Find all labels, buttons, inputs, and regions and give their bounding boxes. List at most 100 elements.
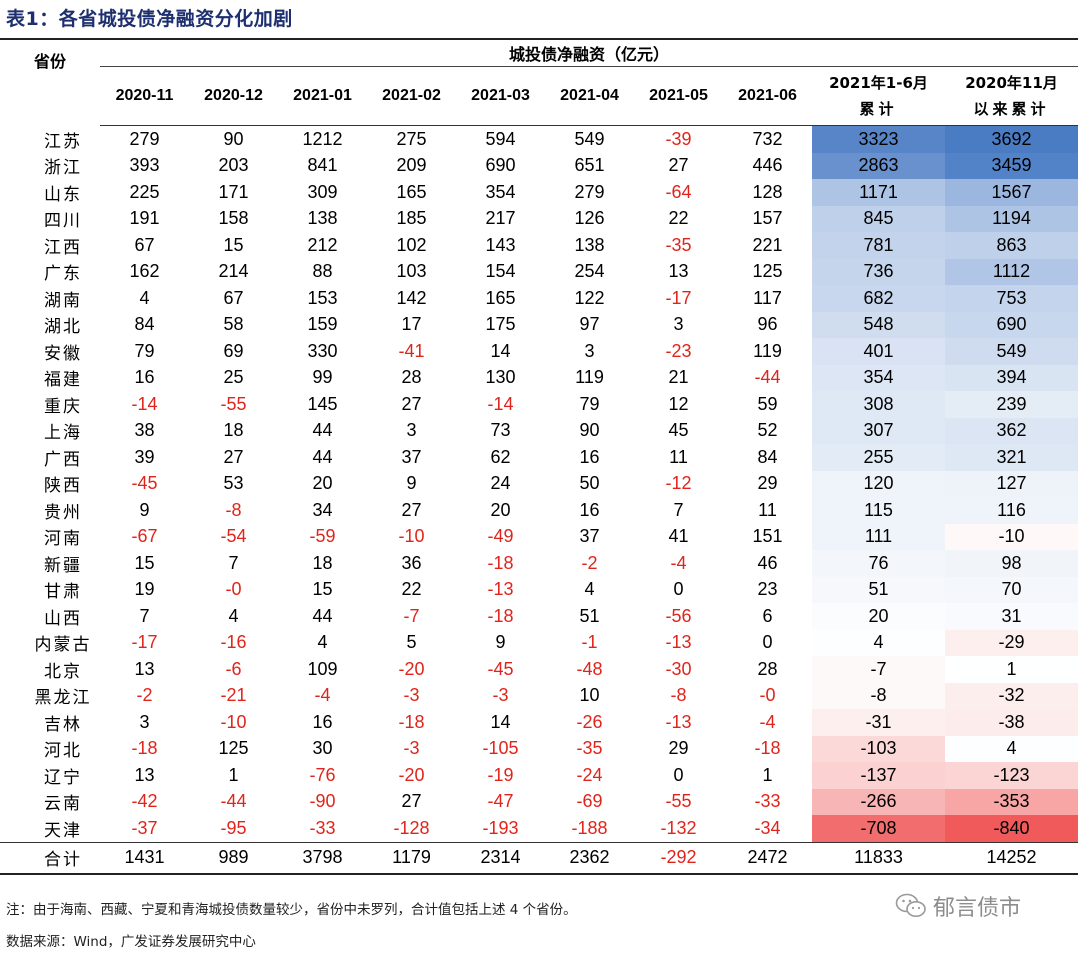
province-cell: 重庆 (44, 396, 82, 417)
value-cell: 651 (574, 155, 605, 176)
value-cell: 117 (753, 287, 782, 308)
value-cell: 4 (584, 579, 595, 600)
cumulative-cell: 20 (812, 603, 945, 630)
value-cell: 989 (189, 841, 278, 875)
cumulative-cell: 11833 (812, 841, 945, 875)
province-cell: 陕西 (44, 476, 82, 497)
value-cell: -37 (131, 817, 158, 838)
value-cell: 19 (134, 579, 155, 600)
cumulative-cell: 354 (812, 364, 945, 391)
value-cell: 13 (134, 764, 155, 785)
value-cell: 841 (307, 155, 338, 176)
value-cell: 39 (134, 446, 155, 467)
value-cell: 122 (574, 287, 605, 308)
value-cell: 130 (485, 367, 516, 388)
cumulative-cell: 115 (812, 497, 945, 524)
cumulative-cell: 753 (945, 285, 1079, 312)
value-cell: 138 (574, 234, 605, 255)
table-row: 江西 67 15 212 102 143 138 -35 221 781 863 (0, 232, 1079, 259)
value-cell: 1431 (100, 841, 189, 875)
province-cell: 上海 (44, 423, 82, 444)
month-header: 2021-02 (367, 66, 456, 126)
value-cell: 3 (406, 420, 417, 441)
value-cell: 309 (307, 181, 338, 202)
table-row: 江苏 279 90 1212 275 594 549 -39 732 3323 3692 (0, 125, 1079, 153)
value-cell: 27 (401, 499, 422, 520)
value-cell: 52 (757, 420, 778, 441)
value-cell: 128 (752, 181, 783, 202)
value-cell: 212 (307, 234, 338, 255)
value-cell: -34 (754, 817, 781, 838)
value-cell: -48 (576, 658, 603, 679)
province-cell: 河南 (44, 529, 82, 550)
value-cell: 36 (401, 552, 422, 573)
value-cell: 27 (401, 393, 422, 414)
cumulative-cell: -266 (812, 788, 945, 815)
value-cell: 14 (490, 711, 511, 732)
value-cell: 119 (753, 340, 782, 361)
value-cell: 151 (752, 526, 783, 547)
value-cell: 103 (396, 261, 427, 282)
value-cell: 2314 (456, 841, 545, 875)
value-cell: 20 (490, 499, 511, 520)
value-cell: -44 (220, 791, 247, 812)
value-cell: 3 (673, 314, 684, 335)
value-cell: -21 (220, 685, 247, 706)
value-cell: -10 (220, 711, 247, 732)
value-cell: -41 (398, 340, 425, 361)
total-row: 合计 1431 989 3798 1179 2314 2362 -292 2472 11833 14… (0, 841, 1079, 875)
value-cell: 7 (139, 605, 150, 626)
value-cell: -17 (665, 287, 692, 308)
value-cell: 158 (218, 208, 249, 229)
value-cell: 29 (668, 738, 689, 759)
value-cell: 27 (223, 446, 244, 467)
value-cell: 171 (218, 181, 249, 202)
value-cell: 11 (758, 499, 777, 520)
value-cell: 34 (312, 499, 333, 520)
table-row: 重庆 -14 -55 145 27 -14 79 12 59 308 239 (0, 391, 1079, 418)
value-cell: -14 (131, 393, 158, 414)
value-cell: 6 (762, 605, 773, 626)
value-cell: 16 (312, 711, 333, 732)
cumulative-cell: -840 (945, 815, 1079, 842)
value-cell: 25 (223, 367, 244, 388)
value-cell: 28 (757, 658, 778, 679)
value-cell: -35 (665, 234, 692, 255)
cumulative-cell: -8 (812, 682, 945, 709)
cumulative-cell: 1171 (812, 179, 945, 206)
value-cell: -35 (576, 738, 603, 759)
table-row: 湖南 4 67 153 142 165 122 -17 117 682 753 (0, 285, 1079, 312)
value-cell: 4 (139, 287, 150, 308)
value-cell: 159 (307, 314, 338, 335)
value-cell: 4 (228, 605, 239, 626)
value-cell: 143 (485, 234, 516, 255)
value-cell: -4 (759, 711, 776, 732)
value-cell: 90 (223, 128, 244, 149)
cum-since-2020-11-header-line1: 2020年11月 (965, 74, 1058, 92)
province-cell: 河北 (44, 741, 82, 762)
value-cell: -42 (131, 791, 158, 812)
value-cell: 145 (307, 393, 338, 414)
province-cell: 山东 (44, 184, 82, 205)
value-cell: 16 (579, 499, 600, 520)
table-row: 吉林 3 -10 16 -18 14 -26 -13 -4 -31 -38 (0, 709, 1079, 736)
table-row: 上海 38 18 44 3 73 90 45 52 307 362 (0, 417, 1079, 444)
value-cell: -19 (487, 764, 514, 785)
value-cell: 0 (673, 764, 684, 785)
value-cell: -132 (660, 817, 697, 838)
value-cell: 354 (485, 181, 516, 202)
province-header: 省份 (33, 52, 66, 71)
cumulative-cell: -708 (812, 815, 945, 842)
table-row: 浙江 393 203 841 209 690 651 27 446 2863 3459 (0, 152, 1079, 179)
value-cell: 38 (134, 420, 155, 441)
month-header: 2021-03 (456, 66, 545, 126)
value-cell: -8 (225, 499, 242, 520)
cum-2021h1-header-line1: 2021年1-6月 (829, 74, 928, 92)
value-cell: -18 (131, 738, 158, 759)
table-row: 辽宁 13 1 -76 -20 -19 -24 0 1 -137 -123 (0, 762, 1079, 789)
province-cell: 广东 (44, 264, 82, 285)
table-row: 安徽 79 69 330 -41 14 3 -23 119 401 549 (0, 338, 1079, 365)
value-cell: -0 (759, 685, 776, 706)
value-cell: -3 (492, 685, 509, 706)
cumulative-cell: 845 (812, 205, 945, 232)
